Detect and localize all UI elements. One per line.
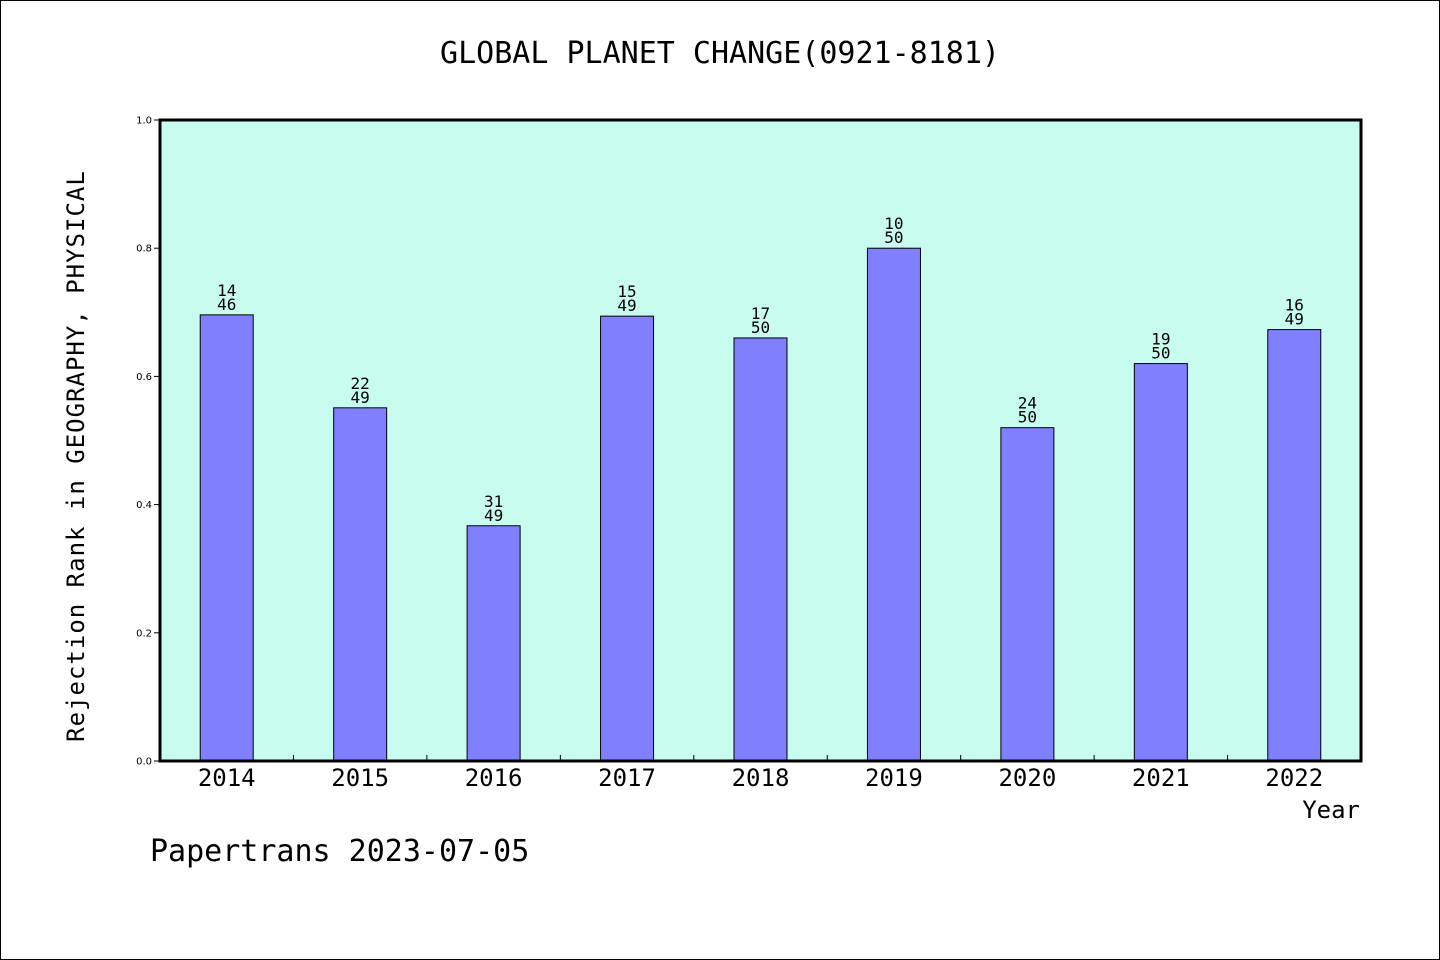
footer-text: Papertrans 2023-07-05 [150,834,530,869]
data-label-bottom: 50 [1151,344,1170,363]
y-tick-label: 0.6 [136,372,152,383]
x-tick-label: 2020 [998,764,1056,792]
bars [199,247,1322,762]
data-label-bottom: 49 [1285,310,1304,329]
data-label-bottom: 50 [1018,408,1037,427]
plot-border [158,118,1363,763]
x-tick-label: 2017 [598,764,656,792]
data-label-bottom: 49 [484,506,503,525]
y-tick-label: 0.4 [136,500,152,511]
data-label-top: 22 [351,374,370,393]
y-tick-label: 0.2 [136,628,152,639]
data-label-bottom: 49 [351,388,370,407]
x-tick-label: 2021 [1132,764,1190,792]
y-ticks: 0.0 0.2 0.4 0.6 0.8 1.0 [136,116,160,768]
bar-2017 [600,315,655,762]
y-tick-label: 0.0 [136,757,152,768]
x-tick-label: 2016 [465,764,523,792]
x-axis-label: Year [1302,796,1360,824]
data-label-bottom: 49 [617,296,636,315]
bar-2021 [1133,363,1188,762]
bar-2018 [733,337,788,762]
x-tick-label: 2015 [331,764,389,792]
data-label-top: 14 [217,281,236,300]
data-label-top: 24 [1018,394,1037,413]
bar-2019 [866,247,921,762]
data-label-bottom: 50 [884,228,903,247]
bar-2020 [1000,427,1055,762]
y-tick-label: 0.8 [136,244,152,255]
y-tick-label: 1.0 [136,116,152,127]
data-label-top: 10 [884,214,903,233]
x-tick-label: 2014 [198,764,256,792]
x-tick-label: 2019 [865,764,923,792]
x-tick-label: 2022 [1265,764,1323,792]
data-label-top: 17 [751,304,770,323]
bar-2015 [333,407,388,762]
data-label-top: 16 [1285,296,1304,315]
bar-2014 [199,314,254,762]
bar-2016 [466,525,521,762]
data-label-top: 15 [617,282,636,301]
data-label-top: 31 [484,492,503,511]
chart-title: GLOBAL PLANET CHANGE(0921-8181) [440,36,1000,71]
category-labels: 2014 2015 2016 2017 2018 2019 2020 2021 2022 [198,764,1323,792]
data-label-bottom: 50 [751,318,770,337]
data-label-top: 19 [1151,330,1170,349]
x-tick-label: 2018 [732,764,790,792]
bar-2022 [1267,329,1322,762]
data-label-bottom: 46 [217,295,236,314]
